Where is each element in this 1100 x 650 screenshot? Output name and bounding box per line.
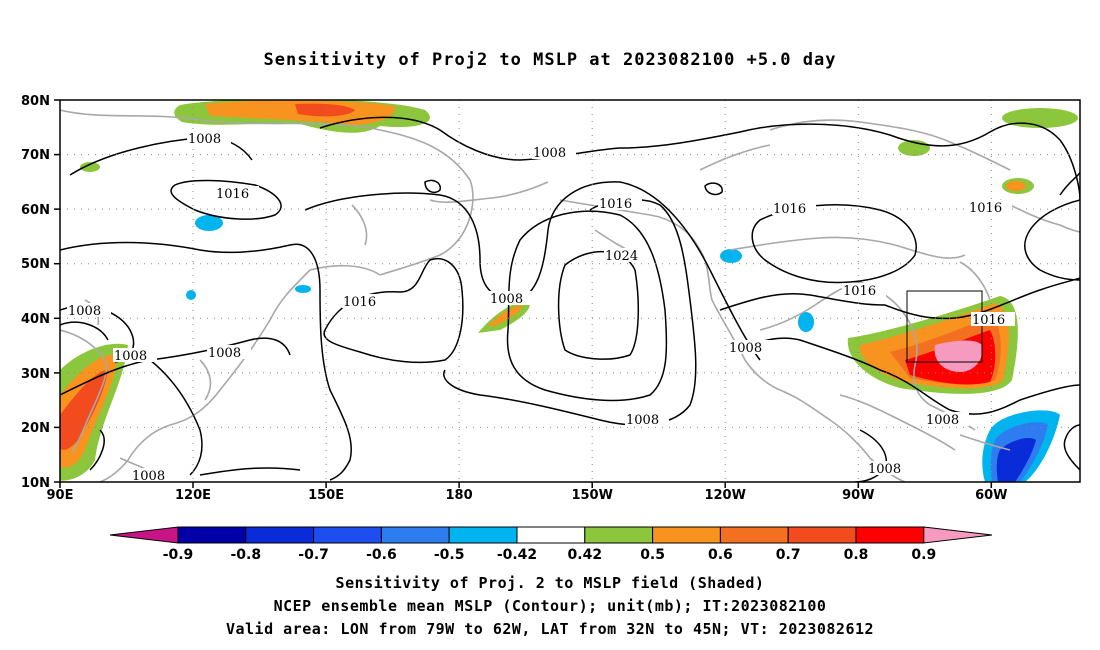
contour-label: 1016: [773, 202, 806, 217]
lon-label: 90W: [842, 488, 874, 503]
colorbar-label: 0.42: [568, 547, 603, 563]
shade-west-dark: [60, 370, 108, 450]
contour-label: 1008: [926, 413, 959, 428]
contour-label: 1008: [533, 146, 566, 161]
grid-lines: [60, 100, 1080, 482]
shade-blue-3: [295, 285, 311, 293]
lat-label: 20N: [21, 421, 50, 436]
contour-label: 1016: [216, 187, 249, 202]
lon-label: 60W: [975, 488, 1007, 503]
y-axis-labels: 80N 70N 60N 50N 40N 30N 20N 10N: [21, 94, 50, 491]
colorbar-label: -0.8: [230, 547, 261, 563]
colorbar-label: 0.5: [640, 547, 665, 563]
shade-dateline-orange: [488, 305, 522, 326]
lat-label: 50N: [21, 257, 50, 272]
lat-label: 80N: [21, 94, 50, 109]
contour-label: 1024: [605, 249, 638, 264]
colorbar-label: 0.7: [776, 547, 801, 563]
shade-arctic-dark: [295, 103, 355, 117]
colorbar-label: 0.6: [708, 547, 733, 563]
caption-shaded: Sensitivity of Proj. 2 to MSLP field (Sh…: [335, 574, 765, 592]
lon-label: 120W: [704, 488, 745, 503]
colorbar-swatch: [719, 526, 789, 544]
contour-label: 1008: [114, 349, 147, 364]
x-axis-labels: 90E 120E 150E 180 150W 120W 90W 60W: [47, 488, 1008, 503]
colorbar-swatch: [448, 526, 518, 544]
contour-label: 1016: [972, 313, 1005, 328]
caption-contour: NCEP ensemble mean MSLP (Contour); unit(…: [273, 597, 827, 615]
lat-label: 30N: [21, 367, 50, 382]
contour-label: 1008: [626, 413, 659, 428]
colorbar-label: 0.8: [844, 547, 869, 563]
axis-ticks: [54, 99, 993, 488]
contour-label: 1008: [68, 304, 101, 319]
valid-area-box: [906, 290, 983, 363]
contour-label: 1016: [343, 295, 376, 310]
contour-label: 1008: [208, 346, 241, 361]
chart-title: Sensitivity of Proj2 to MSLP at 20230821…: [263, 50, 837, 70]
contour-label: 1016: [843, 284, 876, 299]
caption-valid-area: Valid area: LON from 79W to 62W, LAT fro…: [225, 620, 875, 638]
lat-label: 70N: [21, 148, 50, 163]
shade-green-nw: [1002, 108, 1078, 128]
lon-label: 150W: [571, 488, 612, 503]
colorbar-label: -0.6: [366, 547, 397, 563]
colorbar-swatch: [787, 526, 857, 544]
colorbar-label: 0.9: [911, 547, 936, 563]
colorbar-swatch: [652, 526, 721, 544]
shade-blue-2: [186, 290, 196, 300]
shade-blue-1: [195, 215, 223, 231]
colorbar-swatch: [855, 526, 925, 544]
colorbar-swatch: [245, 526, 315, 544]
colorbar-label: -0.9: [163, 547, 194, 563]
colorbar-swatch: [516, 526, 586, 544]
colorbar-label: -0.5: [434, 547, 465, 563]
lat-label: 60N: [21, 203, 50, 218]
colorbar-low-end: [109, 526, 179, 544]
colorbar-high-end: [923, 526, 993, 544]
lon-label: 150E: [308, 488, 344, 503]
contour-label: 1016: [599, 197, 632, 212]
colorbar-swatch: [380, 526, 450, 544]
colorbar-swatch: [313, 526, 382, 544]
colorbar-label: -0.42: [497, 547, 537, 563]
lon-label: 90E: [47, 488, 74, 503]
lat-label: 10N: [21, 476, 50, 491]
colorbar-swatch: [177, 526, 247, 544]
shade-east-pink: [934, 340, 983, 372]
lat-label: 40N: [21, 312, 50, 327]
contour-label: 1008: [868, 462, 901, 477]
shade-blue-4: [720, 249, 742, 263]
shade-green-1: [80, 162, 100, 172]
contour-label: 1008: [132, 469, 165, 484]
lon-label: 120E: [175, 488, 211, 503]
colorbar-label: -0.7: [298, 547, 329, 563]
shade-orange-ne2: [1006, 181, 1026, 191]
shade-blue-5: [798, 312, 814, 332]
contour-label: 1008: [188, 132, 221, 147]
colorbar-swatch: [584, 526, 654, 544]
colorbar: [109, 526, 993, 544]
colorbar-labels: -0.9 -0.8 -0.7 -0.6 -0.5 -0.42 0.42 0.5 …: [163, 547, 937, 563]
contour-label: 1008: [729, 341, 762, 356]
map-frame: [59, 99, 1081, 483]
contour-labels: 1008 1016 1008 1016 1016 1008 1008 1008 …: [67, 131, 1015, 484]
contour-label: 1016: [969, 201, 1002, 216]
shaded-areas: [60, 100, 1078, 482]
contour-label: 1008: [490, 292, 523, 307]
lon-label: 180: [446, 488, 473, 503]
